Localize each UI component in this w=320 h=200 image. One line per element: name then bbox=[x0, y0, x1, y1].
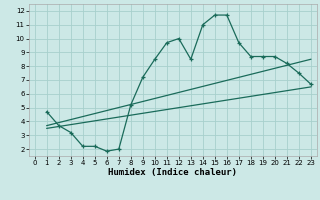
X-axis label: Humidex (Indice chaleur): Humidex (Indice chaleur) bbox=[108, 168, 237, 177]
